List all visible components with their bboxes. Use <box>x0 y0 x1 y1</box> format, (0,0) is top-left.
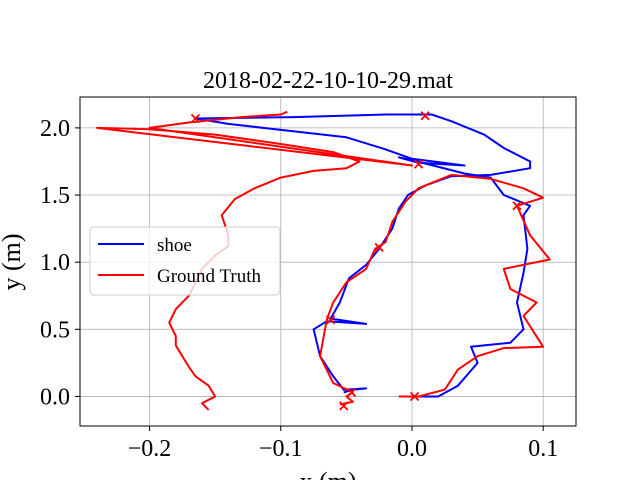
y-ticks: 0.0 0.5 1.0 1.5 2.0 <box>40 116 80 410</box>
y-tick-label: 2.0 <box>40 116 70 142</box>
x-marker <box>413 159 424 169</box>
x-marker <box>374 242 384 253</box>
x-marker <box>346 387 357 398</box>
marker-layer <box>190 111 522 411</box>
series-layer <box>96 110 551 411</box>
x-marker <box>190 113 201 124</box>
x-marker <box>512 201 522 211</box>
y-tick-label: 0.0 <box>40 384 70 410</box>
x-ticks: −0.2 −0.1 0.0 0.1 <box>128 426 558 462</box>
plot-frame <box>79 96 577 427</box>
grid <box>80 97 576 426</box>
x-tick-label: 0.0 <box>397 436 427 462</box>
x-marker <box>325 315 336 325</box>
x-marker <box>420 111 430 121</box>
chart-title: 2018-02-22-10-10-29.mat <box>203 68 453 94</box>
series-line-1 <box>194 113 532 398</box>
y-tick-label: 1.5 <box>40 183 70 209</box>
legend: shoe Ground Truth <box>89 226 281 296</box>
x-tick-label: 0.1 <box>528 436 558 462</box>
y-tick-label: 1.0 <box>40 250 70 276</box>
x-marker <box>409 391 420 402</box>
x-tick-label: −0.2 <box>128 436 172 462</box>
legend-label-ground-truth: Ground Truth <box>157 266 261 287</box>
x-tick-label: −0.1 <box>259 436 303 462</box>
x-axis-label: x (m) <box>299 467 356 480</box>
legend-label-shoe: shoe <box>157 235 192 256</box>
y-axis-label: y (m) <box>0 233 26 290</box>
y-tick-label: 0.5 <box>40 317 70 343</box>
series-line-3 <box>96 110 413 411</box>
series-line-2 <box>319 173 551 406</box>
x-marker <box>339 401 349 411</box>
